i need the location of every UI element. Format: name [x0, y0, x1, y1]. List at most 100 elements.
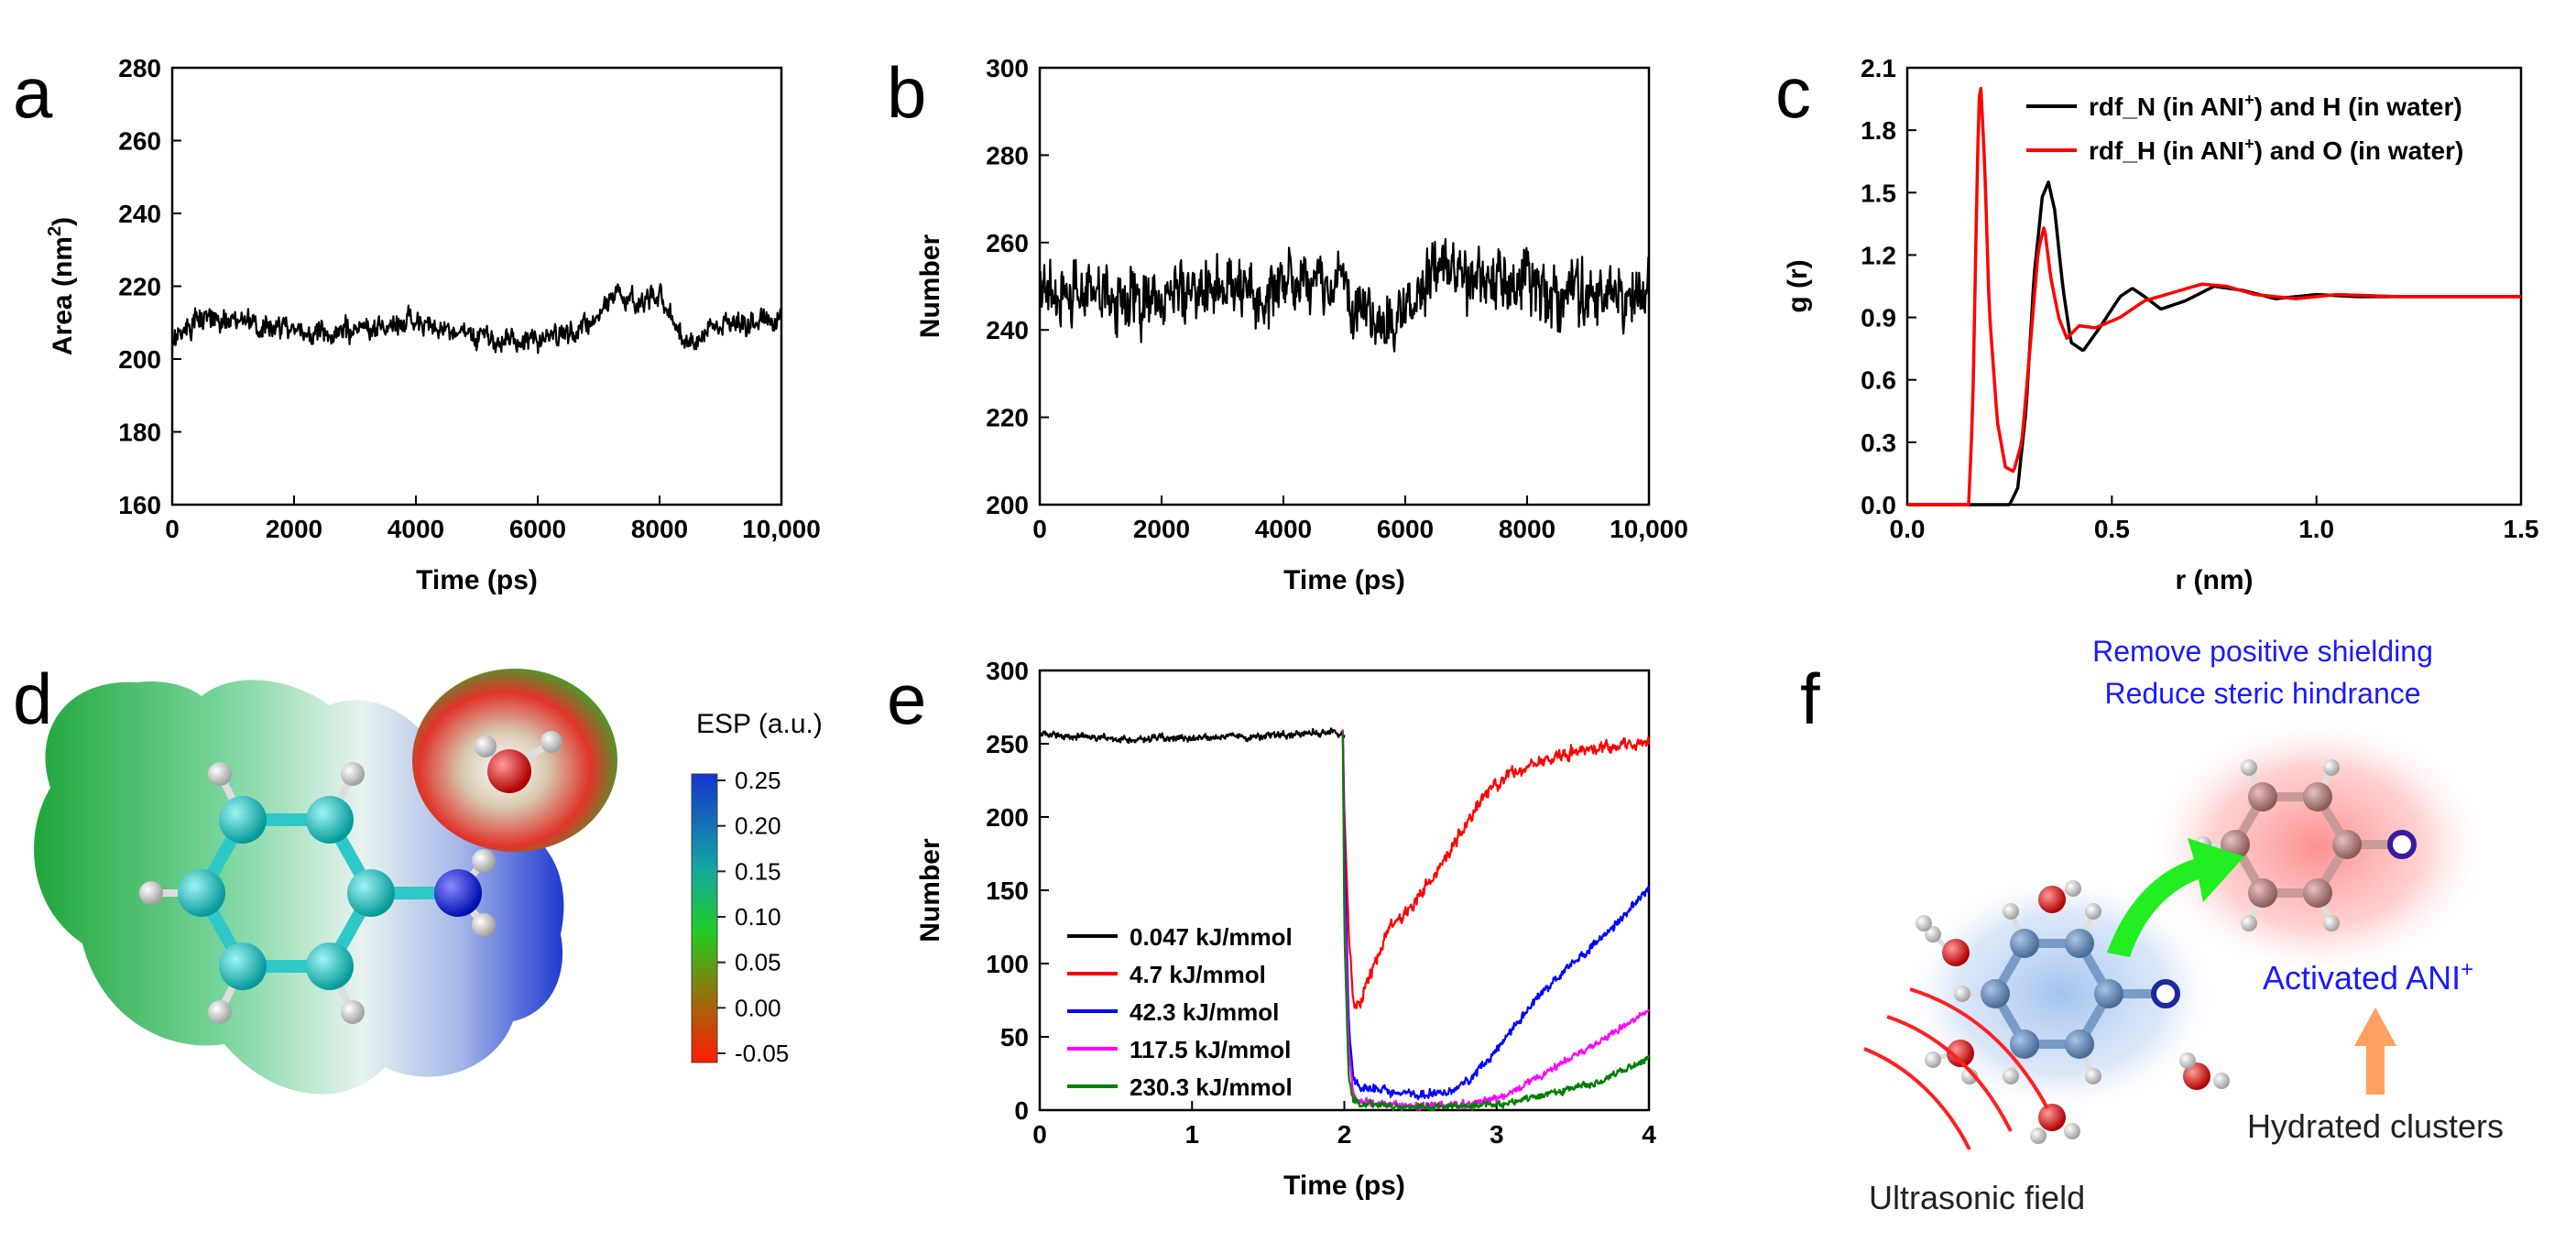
y-tick-label-c: 1.5: [1861, 179, 1896, 207]
legend-label-e-1: 4.7 kJ/mmol: [1130, 961, 1266, 988]
x-tick-label-b: 0: [1032, 515, 1047, 543]
activation-scheme: Remove positive shielding Reduce steric …: [1863, 635, 2504, 1216]
panel-letter-d: d: [13, 659, 52, 739]
y-tick-label-e: 150: [986, 877, 1029, 905]
series-line-b-0: [1038, 237, 1651, 353]
series-line-e-2: [1341, 732, 1651, 1101]
series-line-c-0: [1906, 180, 2522, 507]
esp-colorbar-title: ESP (a.u.): [696, 709, 823, 739]
y-axis-label-e: Number: [915, 838, 945, 942]
x-axis-label-e: Time (ps): [1283, 1171, 1405, 1201]
scheme-line-remove-shielding: Remove positive shielding: [2092, 635, 2433, 668]
y-tick-label-a: 280: [118, 54, 161, 82]
x-tick-label-e: 2: [1337, 1120, 1352, 1149]
y-tick-label-c: 0.6: [1861, 366, 1896, 395]
esp-tick-label: 0.20: [735, 812, 781, 840]
legend-label-c-1: rdf_H (in ANI+) and O (in water): [2089, 135, 2463, 165]
legend-label-e-4: 230.3 kJ/mmol: [1130, 1073, 1293, 1101]
y-tick-label-b: 280: [986, 141, 1029, 169]
legend-label-e-3: 117.5 kJ/mmol: [1130, 1036, 1291, 1063]
x-tick-label-c: 1.0: [2298, 515, 2334, 543]
activated-glow: [2144, 714, 2492, 980]
ultrasonic-field-label: Ultrasonic field: [1869, 1179, 2085, 1216]
y-axis-label-c: g (r): [1783, 259, 1813, 312]
x-tick-label-e: 0: [1032, 1120, 1047, 1149]
x-tick-label-c: 1.5: [2504, 515, 2539, 543]
y-tick-label-b: 260: [986, 229, 1029, 257]
ultrasonic-wave-lines: [1863, 987, 2049, 1150]
x-tick-label-e: 1: [1184, 1120, 1199, 1149]
y-tick-label-b: 300: [986, 54, 1029, 82]
y-tick-label-a: 200: [118, 345, 161, 374]
x-tick-label-a: 4000: [387, 515, 444, 543]
y-tick-label-e: 250: [986, 730, 1029, 758]
x-tick-label-b: 2000: [1133, 515, 1190, 543]
y-axis-label-b: Number: [915, 234, 945, 339]
y-tick-label-e: 200: [986, 803, 1029, 832]
upward-orange-arrow: [2354, 1008, 2396, 1095]
y-tick-label-e: 300: [986, 657, 1029, 685]
esp-tick-label: 0.05: [735, 949, 781, 976]
esp-surface-panel: [34, 669, 617, 1095]
panel-letter-a: a: [13, 52, 53, 133]
x-tick-label-a: 6000: [509, 515, 566, 543]
activated-ani-label: Activated ANI+: [2263, 957, 2473, 997]
y-tick-label-a: 260: [118, 127, 161, 156]
series-line-e-0: [1039, 727, 1346, 745]
legend-label-c-0: rdf_N (in ANI+) and H (in water): [2089, 91, 2462, 121]
x-tick-label-e: 4: [1642, 1120, 1656, 1149]
y-tick-label-e: 100: [986, 950, 1029, 978]
esp-colorbar-gradient: [691, 773, 718, 1063]
y-tick-label-c: 0.0: [1861, 491, 1896, 519]
chart-number-vs-time-energy: 0 1 2 3 4 0 50 100 150 200 250 300 Time (ps) Number 0.…: [915, 657, 1656, 1201]
y-tick-label-b: 200: [986, 491, 1029, 519]
y-tick-label-c: 0.3: [1861, 429, 1896, 457]
y-tick-label-b: 240: [986, 316, 1029, 344]
x-tick-label-b: 10,000: [1610, 515, 1688, 543]
aniline-nitrogen-atom: [434, 869, 482, 917]
hydrated-glow: [1901, 870, 2221, 1117]
x-tick-label-c: 0.5: [2094, 515, 2130, 543]
series-line-c-1: [1906, 86, 2522, 507]
x-tick-label-b: 4000: [1255, 515, 1312, 543]
aniline-hydrogen-atoms: [139, 762, 496, 1024]
y-tick-label-c: 1.2: [1861, 241, 1896, 269]
y-tick-label-c: 0.9: [1861, 304, 1896, 332]
y-tick-label-a: 180: [118, 419, 161, 447]
esp-tick-label: 0.10: [735, 903, 781, 931]
plot-frame-c: [1905, 66, 2523, 507]
y-tick-label-a: 220: [118, 273, 161, 301]
panel-letter-f: f: [1800, 659, 1820, 739]
y-tick-label-c: 1.8: [1861, 116, 1896, 145]
series-line-e-1: [1341, 729, 1651, 1009]
activated-aniline-molecule: [2195, 759, 2417, 932]
chart-number-vs-time: 0 2000 4000 6000 8000 10,000 200 220 240 260 280 30…: [915, 54, 1688, 595]
x-tick-label-e: 3: [1490, 1120, 1504, 1149]
y-tick-label-c: 2.1: [1861, 54, 1896, 82]
panel-letter-b: b: [887, 52, 926, 133]
x-tick-label-b: 8000: [1499, 515, 1555, 543]
activation-arrow-green: [2107, 838, 2244, 957]
x-axis-label-c: r (nm): [2176, 565, 2254, 595]
series-line-e-3: [1341, 730, 1650, 1111]
hydrated-clusters-label: Hydrated clusters: [2247, 1107, 2504, 1145]
panel-letter-c: c: [1775, 52, 1811, 133]
hydrated-aniline-molecule: [1954, 903, 2180, 1084]
esp-tick-label: 0.15: [735, 857, 781, 885]
plot-frame-a: [170, 66, 783, 507]
water-molecules: [1916, 880, 2230, 1144]
series-line-a-0: [170, 283, 783, 354]
esp-tick-label: 0.00: [735, 994, 781, 1021]
aniline-carbon-atoms: [178, 796, 395, 990]
chart-area-vs-time: 0 2000 4000 6000 8000 10,000 160 180 200 220 240 26…: [45, 54, 821, 595]
y-tick-label-a: 160: [118, 491, 161, 519]
panel-letter-e: e: [887, 659, 926, 739]
chart-rdf: 0.0 0.5 1.0 1.5 0.0 0.3 0.6 0.9 1.2 1.5 1.8 2.1 r (n…: [1783, 54, 2538, 595]
series-line-e-4: [1341, 732, 1650, 1112]
esp-colorbar: ESP (a.u.) 0.25 0.20 0.15 0.10 0.05 0.00 -0.05: [691, 709, 823, 1067]
scheme-line-reduce-hindrance: Reduce steric hindrance: [2104, 677, 2420, 710]
x-tick-label-a: 8000: [631, 515, 688, 543]
water-molecule: [475, 731, 562, 793]
y-tick-label-e: 50: [1000, 1023, 1029, 1051]
